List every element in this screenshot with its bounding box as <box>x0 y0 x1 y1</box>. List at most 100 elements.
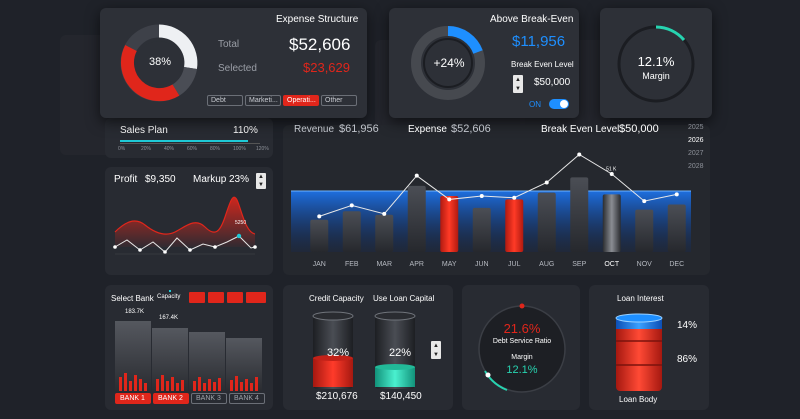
loan-body-label: Loan Body <box>619 395 658 404</box>
revenue-point-aug <box>544 180 549 185</box>
bar-feb <box>342 211 361 252</box>
revenue-line <box>319 153 677 217</box>
dsr-margin-label: Margin <box>511 354 533 361</box>
month-label-feb: FEB <box>345 261 359 268</box>
margin-value: 12.1% <box>637 54 675 69</box>
month-label-nov: NOV <box>637 261 653 268</box>
sales-plan-progress <box>120 140 248 142</box>
revenue-point-apr <box>414 173 419 178</box>
month-label-aug: AUG <box>539 261 554 268</box>
bar-mar <box>375 214 394 252</box>
tab-marketing[interactable]: Marketi... <box>245 95 281 106</box>
year-2028[interactable]: 2028 <box>688 163 704 170</box>
sales-plan-panel: Sales Plan 110% 0% 20% 40% 60% 80% 100% 120% <box>105 118 273 158</box>
month-label-apr: APR <box>410 261 424 268</box>
bank-1-button[interactable]: BANK 1 <box>115 393 151 404</box>
selected-label: Selected <box>218 63 257 74</box>
bar-apr <box>407 185 426 252</box>
bel-label: Break Even Level <box>541 124 620 135</box>
revenue-point-may <box>447 197 452 202</box>
month-label-mar: MAR <box>376 261 392 268</box>
month-label-may: MAY <box>442 261 457 268</box>
sales-plan-label: Sales Plan <box>120 125 168 136</box>
barrel2-pct: 22% <box>388 347 412 359</box>
bar-aug <box>537 192 556 252</box>
loan-interest-panel: Loan Interest 14% 86% Loan Body <box>589 285 709 410</box>
year-2025[interactable]: 2025 <box>688 124 704 131</box>
revenue-point-oct <box>609 171 614 176</box>
loan-interest-label: Loan Interest <box>617 294 664 303</box>
sales-plan-tick: 20% <box>141 146 152 152</box>
capacity-label[interactable]: Capacity <box>157 294 181 300</box>
break-even-title: Above Break-Even <box>490 14 574 25</box>
stepper-down-icon[interactable]: ▼ <box>258 182 264 188</box>
bar-jan <box>310 219 329 252</box>
sales-plan-tick: 40% <box>164 146 175 152</box>
sales-plan-axis <box>120 143 260 144</box>
barrel1-pct: 32% <box>326 347 350 359</box>
revenue-point-jul <box>512 195 517 200</box>
stepper-down-icon[interactable]: ▼ <box>433 351 439 358</box>
dsr-margin-value: 12.1% <box>506 364 538 376</box>
dsr-value: 21.6% <box>503 321 541 336</box>
revenue-point-dec <box>674 192 679 197</box>
profit-label: Profit <box>114 174 138 185</box>
expense-donut <box>120 24 198 102</box>
break-even-card: +24% Above Break-Even $11,956 Break Even… <box>389 8 579 118</box>
margin-ring <box>617 25 695 103</box>
revenue-point-sep <box>577 152 582 157</box>
markup-label: Markup <box>193 174 227 185</box>
bar-sep <box>570 177 589 252</box>
calendar-icon-button[interactable] <box>208 292 224 303</box>
stepper-up-icon[interactable]: ▲ <box>258 174 264 180</box>
level-stepper[interactable]: ▲ ▼ <box>513 75 523 93</box>
card-icon-button[interactable] <box>227 292 243 303</box>
break-even-donut <box>411 26 485 100</box>
tab-debt[interactable]: Debt <box>207 95 243 106</box>
bar-oct <box>602 194 621 252</box>
monthly-bar-chart: JAN FEB MAR APR MAY JUN JUL AUG SEP OCT NOV DEC 51 K <box>291 152 691 268</box>
bar-nov <box>635 209 654 252</box>
dsr-label: Debt Service Ratio <box>492 338 552 345</box>
stepper-up-icon[interactable]: ▲ <box>433 342 439 349</box>
revenue-point-mar <box>382 211 387 216</box>
sales-plan-tick: 80% <box>210 146 221 152</box>
debt-service-ratio-panel: 21.6% Debt Service Ratio Margin 12.1% <box>462 285 580 410</box>
revenue-point-jun <box>479 194 484 199</box>
bel-value: $50,000 <box>619 123 659 135</box>
month-label-jan: JAN <box>313 261 326 268</box>
sales-plan-tick: 60% <box>187 146 198 152</box>
year-2027[interactable]: 2027 <box>688 150 704 157</box>
expense-structure-card: 38% Expense Structure Total $52,606 Sele… <box>100 8 367 118</box>
on-toggle[interactable] <box>549 99 569 109</box>
tab-other[interactable]: Other <box>321 95 357 106</box>
sales-plan-tick: 0% <box>118 146 126 152</box>
bank-3-button[interactable]: BANK 3 <box>191 393 227 404</box>
bank-2-button[interactable]: BANK 2 <box>153 393 189 404</box>
sales-plan-value: 110% <box>233 125 258 136</box>
expense-title: Expense Structure <box>276 14 359 25</box>
break-even-pct: +24% <box>433 56 465 70</box>
selected-value: $23,629 <box>303 60 350 75</box>
tab-operating[interactable]: Operati... <box>283 95 319 106</box>
capacity-icon-button[interactable] <box>189 292 205 303</box>
barrel2-value: $140,450 <box>380 391 422 402</box>
profit-point-label: 5250 <box>235 220 247 226</box>
car-icon-button[interactable] <box>246 292 266 303</box>
stepper-down-icon[interactable]: ▼ <box>515 85 521 92</box>
expense-value: $52,606 <box>451 123 491 135</box>
break-even-level-label: Break Even Level <box>511 60 574 69</box>
profit-area-chart <box>113 196 257 255</box>
bank-4-button[interactable]: BANK 4 <box>229 393 265 404</box>
year-2026[interactable]: 2026 <box>688 137 704 144</box>
bank2-capacity-label: 167.4K <box>159 315 179 321</box>
revenue-point-jan <box>317 214 322 219</box>
markup-stepper[interactable]: ▲ ▼ <box>256 173 266 189</box>
select-bank-panel: Select Bank Capacity 183.7K 167.4K BANK … <box>105 285 273 410</box>
loan-stepper[interactable]: ▲ ▼ <box>431 341 441 359</box>
sales-plan-tick: 100% <box>233 146 246 152</box>
credit-capacity-label: Credit Capacity <box>309 294 364 303</box>
stepper-up-icon[interactable]: ▲ <box>515 76 521 83</box>
body-pct: 86% <box>677 354 698 365</box>
